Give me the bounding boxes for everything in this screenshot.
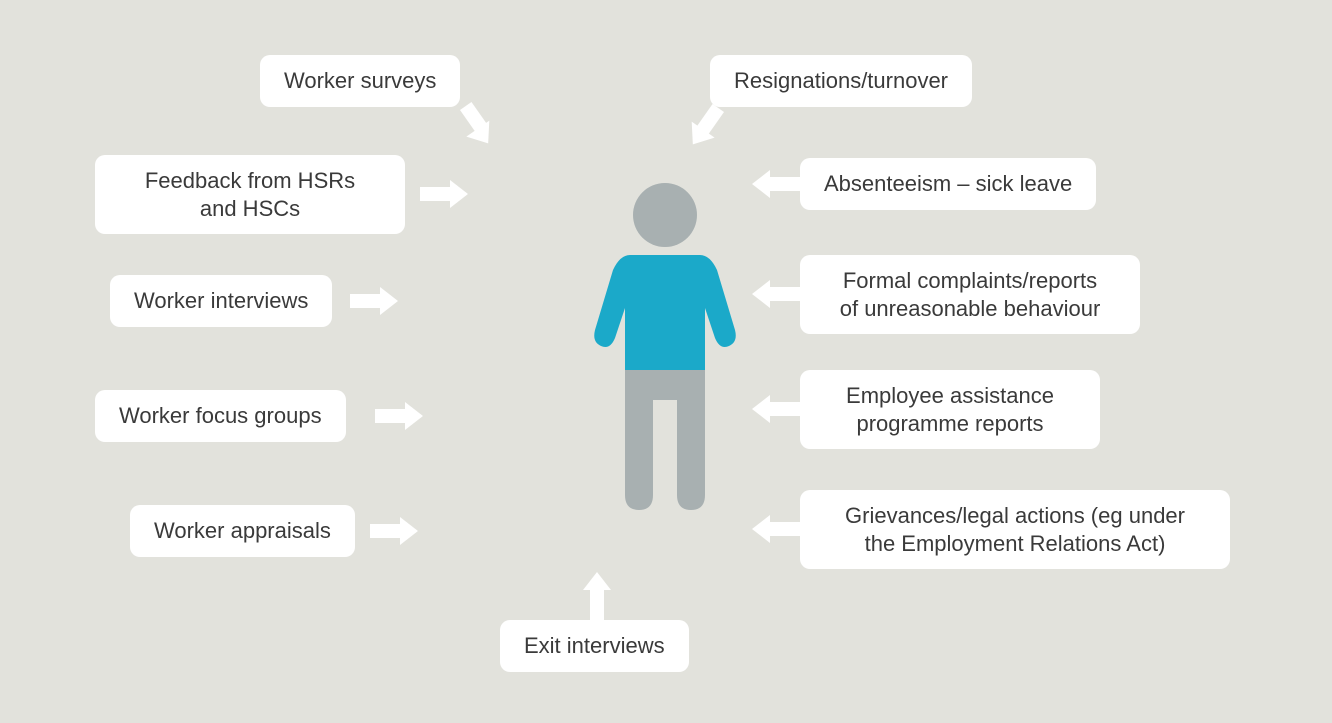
label-resignations: Resignations/turnover xyxy=(734,67,948,95)
label-grievances-1: Grievances/legal actions (eg under xyxy=(824,502,1206,530)
arrow-head xyxy=(405,402,423,430)
label-appraisals: Worker appraisals xyxy=(154,517,331,545)
arrow-shaft xyxy=(590,590,604,620)
label-worker-interviews: Worker interviews xyxy=(134,287,308,315)
label-eap-2: programme reports xyxy=(824,410,1076,438)
label-grievances-2: the Employment Relations Act) xyxy=(824,530,1206,558)
arrow-shaft xyxy=(770,177,800,191)
label-formal-complaints-2: of unreasonable behaviour xyxy=(824,295,1116,323)
person-icon xyxy=(575,180,755,520)
box-worker-interviews: Worker interviews xyxy=(110,275,332,327)
arrow-head xyxy=(380,287,398,315)
box-feedback-hsr: Feedback from HSRs and HSCs xyxy=(95,155,405,234)
arrow-shaft xyxy=(770,287,800,301)
arrow-shaft xyxy=(350,294,380,308)
box-formal-complaints: Formal complaints/reports of unreasonabl… xyxy=(800,255,1140,334)
label-formal-complaints-1: Formal complaints/reports xyxy=(824,267,1116,295)
arrow-head xyxy=(583,572,611,590)
arrow-head xyxy=(400,517,418,545)
label-worker-surveys: Worker surveys xyxy=(284,67,436,95)
arrow-head xyxy=(752,170,770,198)
arrow-shaft xyxy=(420,187,450,201)
arrow-head xyxy=(752,395,770,423)
label-exit-interviews: Exit interviews xyxy=(524,632,665,660)
box-focus-groups: Worker focus groups xyxy=(95,390,346,442)
arrow-shaft xyxy=(770,402,800,416)
label-feedback-hsr-1: Feedback from HSRs xyxy=(119,167,381,195)
arrow-shaft xyxy=(770,522,800,536)
label-eap-1: Employee assistance xyxy=(824,382,1076,410)
arrow-shaft xyxy=(375,409,405,423)
diagram-stage: Worker surveys Resignations/turnover Fee… xyxy=(0,0,1332,723)
arrow-head xyxy=(752,280,770,308)
box-absenteeism: Absenteeism – sick leave xyxy=(800,158,1096,210)
arrow-head xyxy=(752,515,770,543)
arrow-head xyxy=(450,180,468,208)
label-feedback-hsr-2: and HSCs xyxy=(119,195,381,223)
label-absenteeism: Absenteeism – sick leave xyxy=(824,170,1072,198)
label-focus-groups: Worker focus groups xyxy=(119,402,322,430)
box-appraisals: Worker appraisals xyxy=(130,505,355,557)
box-eap-reports: Employee assistance programme reports xyxy=(800,370,1100,449)
box-exit-interviews: Exit interviews xyxy=(500,620,689,672)
arrow-shaft xyxy=(370,524,400,538)
box-resignations: Resignations/turnover xyxy=(710,55,972,107)
box-grievances: Grievances/legal actions (eg under the E… xyxy=(800,490,1230,569)
box-worker-surveys: Worker surveys xyxy=(260,55,460,107)
